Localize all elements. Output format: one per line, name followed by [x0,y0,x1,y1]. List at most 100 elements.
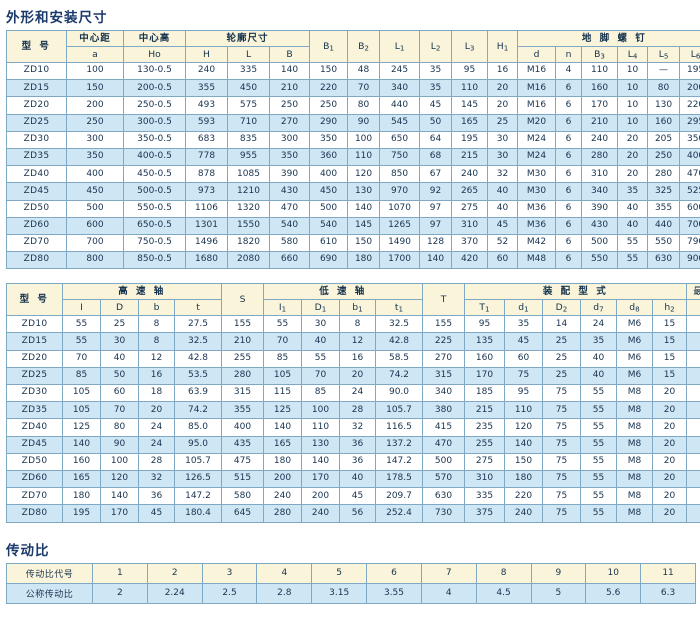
cell-ho: 400-0.5 [124,148,186,165]
cell-B3: 390 [582,200,618,217]
cell-ho: 750-0.5 [124,234,186,251]
cell-L2: 97 [420,217,452,234]
cell-L1: 1490 [380,234,420,251]
th2-b1: b1 [340,300,376,316]
cell-T: 500 [423,453,465,470]
cell-B: 350 [270,148,310,165]
th-l2: L2 [420,31,452,63]
cell-L: 2080 [228,252,270,269]
th-b3: B3 [582,47,618,63]
cell-B3: 550 [582,252,618,269]
ratio-code-cell: 1 [93,563,148,583]
cell-d: M36 [518,200,556,217]
cell-d7: 55 [581,453,617,470]
cell-b: 20 [139,402,175,419]
cell-S: 400 [222,419,264,436]
cell-B3: 310 [582,166,618,183]
cell-t1: 105.7 [376,402,423,419]
cell-B: 430 [270,183,310,200]
cell-T1: 160 [465,350,505,367]
cell-d1: 35 [505,316,543,333]
cell-b: 24 [139,419,175,436]
cell-S: 210 [222,333,264,350]
cell-ho: 850-0.5 [124,252,186,269]
cell-d8: M6 [617,350,653,367]
cell-T: 470 [423,436,465,453]
cell-D1: 200 [302,488,340,505]
cell-I1: 85 [264,350,302,367]
cell-B1: 610 [310,234,348,251]
cell-L5: — [648,63,680,80]
cell-L2: 92 [420,183,452,200]
cell-d8: M8 [617,436,653,453]
cell-L5: 80 [648,80,680,97]
ratio-nominal-cell: 2.5 [202,583,257,603]
cell-L5: 160 [648,114,680,131]
cell-H: 1106 [186,200,228,217]
cell-d8: M8 [617,488,653,505]
cell-b: 8 [139,333,175,350]
cell-t: 85.0 [175,419,222,436]
cell-D1: 40 [302,333,340,350]
cell-L2: 140 [420,252,452,269]
cell-h2: 20 [653,385,687,402]
cell-H1: 30 [488,148,518,165]
th-center-distance: 中心距 [67,31,124,47]
cell-t1: 147.2 [376,453,423,470]
cell-h2: 20 [653,488,687,505]
cell-B: 300 [270,131,310,148]
cell-n: 6 [556,80,582,97]
th2-D1: D1 [302,300,340,316]
cell-t: 74.2 [175,402,222,419]
cell-model: ZD35 [7,148,67,165]
cell-b: 45 [139,505,175,522]
th-a: a [67,47,124,63]
cell-n: 6 [556,234,582,251]
cell-D1: 240 [302,505,340,522]
cell-b1: 56 [340,505,376,522]
cell-L3: 420 [452,252,488,269]
cell-b1: 12 [340,333,376,350]
cell-B: 140 [270,63,310,80]
ratio-nominal-cell: 2.24 [147,583,202,603]
cell-L: 1550 [228,217,270,234]
cell-T: 315 [423,367,465,384]
cell-S: 580 [222,488,264,505]
cell-d8: M8 [617,505,653,522]
cell-t1: 252.4 [376,505,423,522]
cell-B2: 100 [348,131,380,148]
th-l3: L3 [452,31,488,63]
cell-ho: 500-0.5 [124,183,186,200]
cell-T: 270 [423,350,465,367]
cell-model: ZD70 [7,234,67,251]
cell-ho: 350-0.5 [124,131,186,148]
ratio-code-cell: 4 [257,563,312,583]
cell-I: 125 [63,419,101,436]
cell-L5: 630 [648,252,680,269]
cell-d8: M6 [617,367,653,384]
cell-ho: 200-0.5 [124,80,186,97]
cell-d7: 55 [581,385,617,402]
cell-b1: 28 [340,402,376,419]
cell-B2: 48 [348,63,380,80]
cell-L4: 10 [618,97,648,114]
cell-L1: 850 [380,166,420,183]
cell-H1: 40 [488,200,518,217]
cell-I: 85 [63,367,101,384]
th-l5: L5 [648,47,680,63]
cell-model: ZD45 [7,183,67,200]
cell-H: 973 [186,183,228,200]
cell-L4: 20 [618,166,648,183]
cell-H: 683 [186,131,228,148]
cell-L5: 130 [648,97,680,114]
cell-D2: 25 [543,333,581,350]
cell-b1: 36 [340,436,376,453]
cell-L: 575 [228,97,270,114]
cell-B3: 210 [582,114,618,131]
cell-t: 32.5 [175,333,222,350]
cell-T1: 95 [465,316,505,333]
cell-D2: 75 [543,453,581,470]
